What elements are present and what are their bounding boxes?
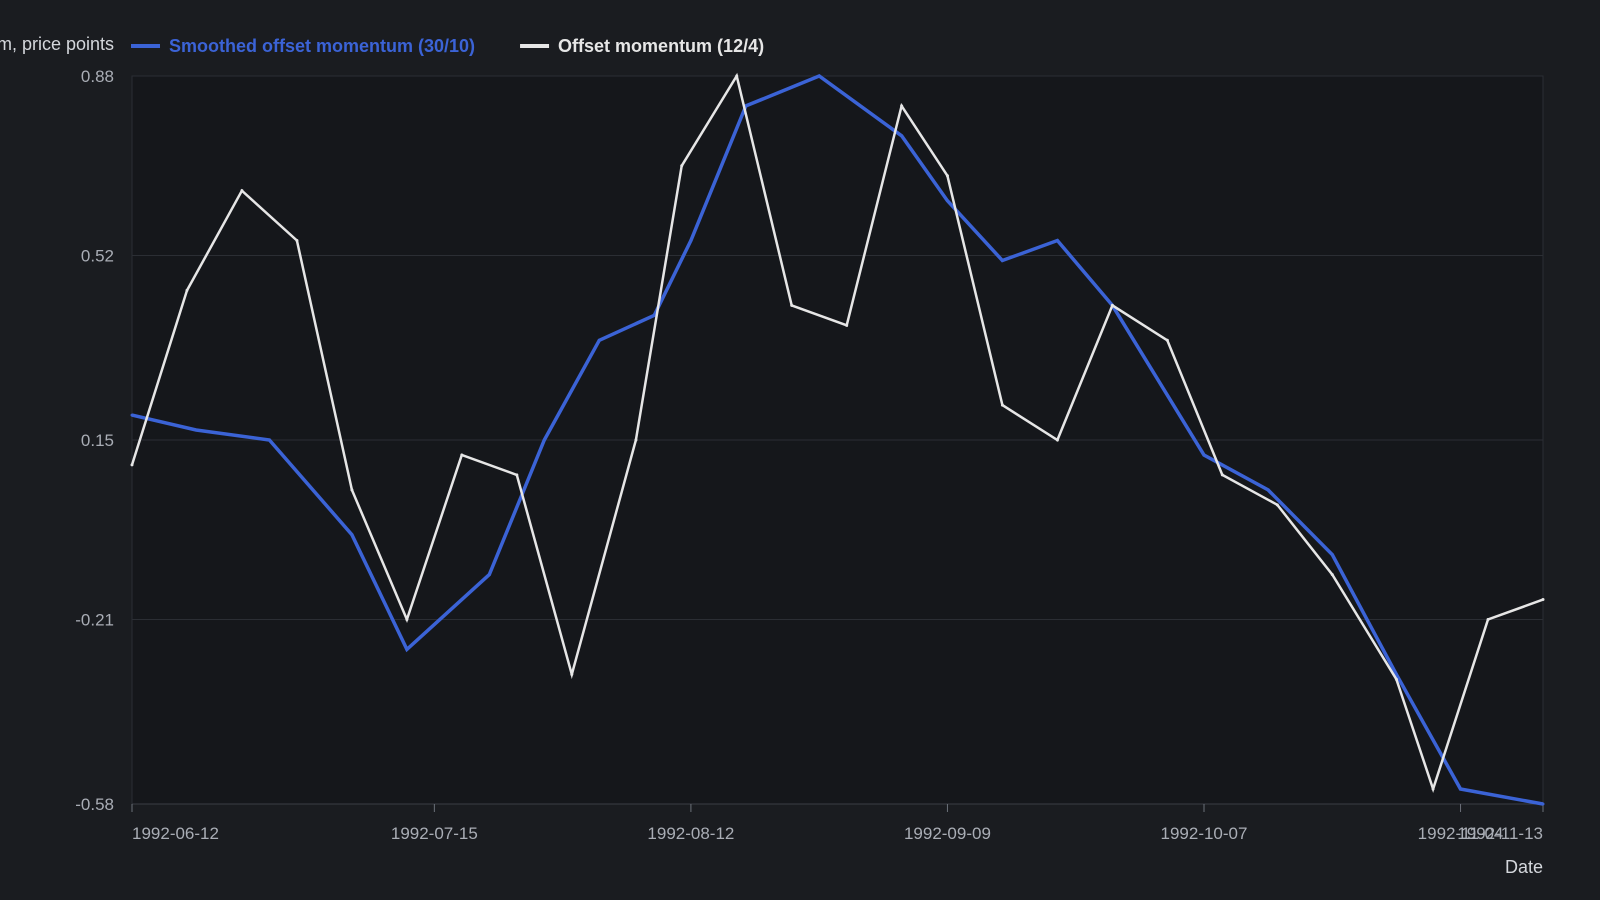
series-1-point — [1394, 672, 1398, 676]
x-tick-label: 1992-11-04 — [1418, 824, 1504, 843]
axes: 0.88 0.52 0.15 -0.21 -0.58 1992-06-12 1992-07-… — [0, 34, 1544, 877]
series-1-point — [817, 74, 821, 78]
series-1-point — [1202, 453, 1206, 457]
series-1-point — [1055, 239, 1059, 243]
series-2-point — [1165, 338, 1169, 342]
series-2-point — [295, 239, 299, 243]
series-2-point — [680, 164, 684, 168]
series-2-point — [130, 463, 134, 467]
series-2-point — [790, 303, 794, 307]
series-2-point — [460, 453, 464, 457]
series-1-point — [900, 134, 904, 138]
series-2-point — [185, 288, 189, 292]
series-2-point — [1486, 618, 1490, 622]
series-2-point — [1275, 503, 1279, 507]
series-2-point — [240, 189, 244, 193]
series-1-point — [597, 338, 601, 342]
series-1-point — [689, 239, 693, 243]
series-2-point — [570, 672, 574, 676]
series-2-point — [1000, 403, 1004, 407]
x-axis-title: Date — [1505, 857, 1543, 877]
x-tick-label: 1992-11-13 — [1457, 824, 1543, 843]
series-1-point — [1541, 802, 1545, 806]
series-1-point — [542, 438, 546, 442]
series-2-point — [900, 104, 904, 108]
series-1-point — [194, 428, 198, 432]
legend-label-1: Smoothed offset momentum (30/10) — [169, 36, 475, 56]
legend: Smoothed offset momentum (30/10) Offset m… — [131, 36, 764, 56]
series-1-point — [652, 313, 656, 317]
series-2-point — [1110, 303, 1114, 307]
series-1-point — [267, 438, 271, 442]
series-1-point — [1000, 258, 1004, 262]
series-2-point — [1541, 598, 1545, 602]
series-2-point — [845, 323, 849, 327]
series-2-point — [405, 618, 409, 622]
series-2-point — [1431, 787, 1435, 791]
x-tick-label: 1992-07-15 — [391, 824, 478, 843]
series-1-point — [1266, 488, 1270, 492]
y-tick-label: -0.21 — [75, 611, 114, 630]
series-1-point — [350, 533, 354, 537]
series-1-point — [487, 573, 491, 577]
y-tick-label: -0.58 — [75, 795, 114, 814]
series-2-point — [735, 74, 739, 78]
series-1-point — [945, 199, 949, 203]
x-tick-label: 1992-06-12 — [132, 824, 219, 843]
series-1-point — [1459, 787, 1463, 791]
series — [130, 72, 1545, 806]
grid — [131, 75, 1544, 805]
series-1-point — [130, 413, 134, 417]
series-2-point — [634, 438, 638, 442]
y-tick-label: 0.15 — [81, 431, 114, 450]
y-tick-label: 0.52 — [81, 247, 114, 266]
series-2-point — [350, 488, 354, 492]
series-2-point — [1330, 573, 1334, 577]
x-tick-label: 1992-08-12 — [647, 824, 734, 843]
y-axis-title: Momentum, price points — [0, 34, 114, 54]
series-2-point — [1394, 677, 1398, 681]
x-tick-label: 1992-10-07 — [1161, 824, 1248, 843]
series-1-point — [405, 647, 409, 651]
series-2-point — [945, 174, 949, 178]
x-tick-label: 1992-09-09 — [904, 824, 991, 843]
y-tick-label: 0.88 — [81, 67, 114, 86]
series-2-point — [1055, 438, 1059, 442]
legend-label-2: Offset momentum (12/4) — [558, 36, 764, 56]
series-1-point — [1330, 553, 1334, 557]
series-2-point — [515, 473, 519, 477]
series-2-point — [1220, 473, 1224, 477]
